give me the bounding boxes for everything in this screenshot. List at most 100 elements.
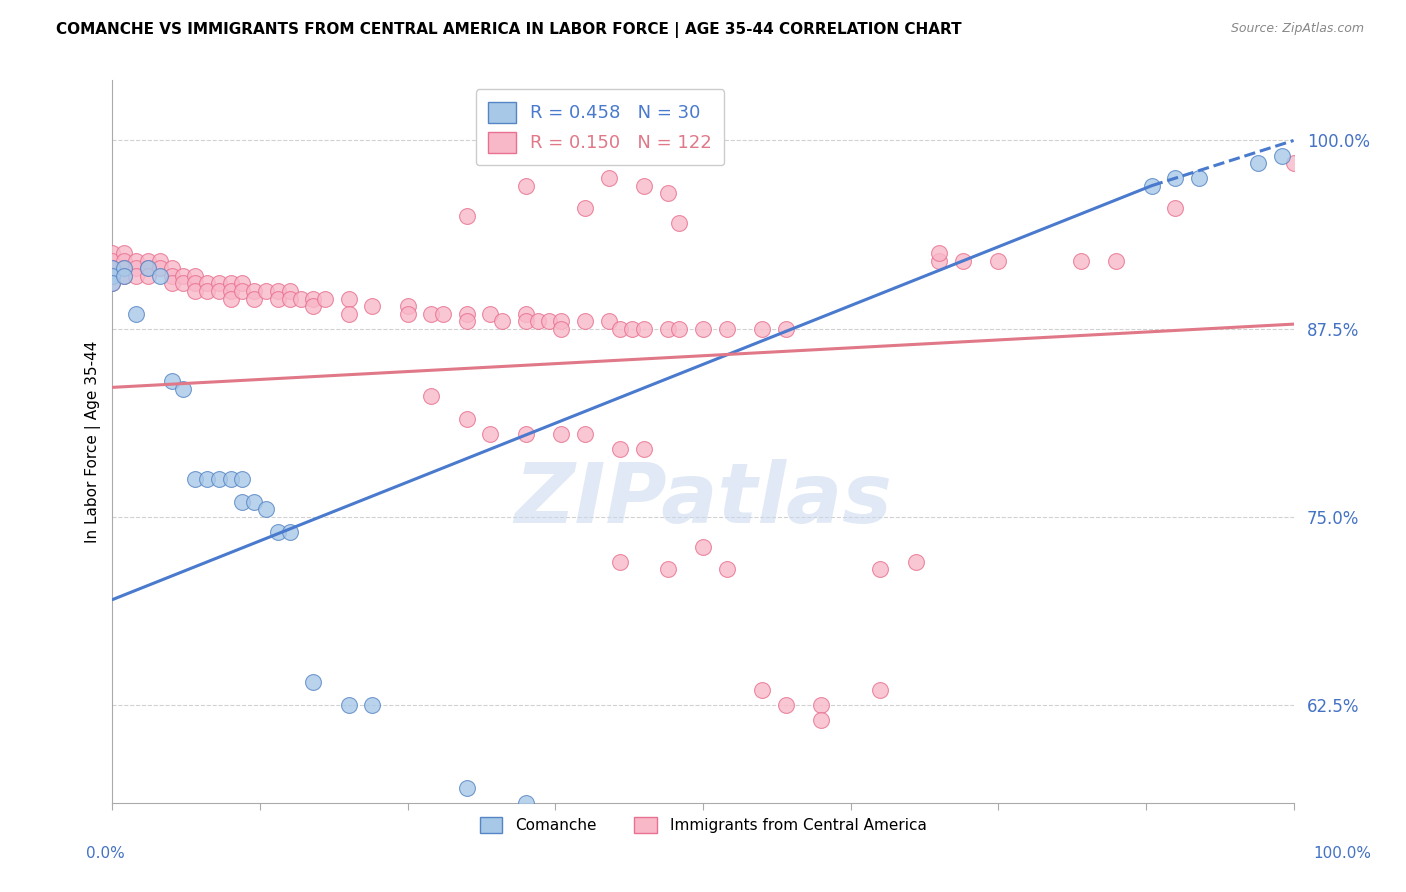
Point [160, 261, 183, 276]
Point [112, 261, 135, 276]
Point [1105, 253, 1128, 268]
Point [267, 284, 290, 298]
Point [810, 698, 832, 712]
Legend: Comanche, Immigrants from Central America: Comanche, Immigrants from Central Americ… [471, 808, 935, 842]
Point [160, 375, 183, 389]
Text: Source: ZipAtlas.com: Source: ZipAtlas.com [1230, 22, 1364, 36]
Point [337, 698, 360, 712]
Point [302, 292, 325, 306]
Point [219, 292, 242, 306]
Point [751, 321, 773, 335]
Point [243, 495, 266, 509]
Point [456, 209, 478, 223]
Point [136, 268, 159, 283]
Point [290, 292, 312, 306]
Point [1247, 156, 1270, 170]
Point [633, 442, 655, 456]
Point [337, 292, 360, 306]
Point [456, 412, 478, 426]
Point [302, 675, 325, 690]
Point [172, 268, 194, 283]
Point [657, 321, 679, 335]
Point [125, 307, 148, 321]
Point [869, 562, 891, 576]
Point [633, 321, 655, 335]
Point [254, 502, 277, 516]
Point [810, 713, 832, 727]
Point [692, 540, 714, 554]
Point [125, 261, 148, 276]
Point [172, 277, 194, 291]
Point [243, 292, 266, 306]
Point [101, 253, 124, 268]
Point [101, 268, 124, 283]
Point [160, 277, 183, 291]
Point [231, 284, 253, 298]
Point [396, 307, 419, 321]
Point [775, 321, 797, 335]
Point [254, 284, 277, 298]
Point [479, 307, 502, 321]
Point [609, 555, 631, 569]
Point [101, 268, 124, 283]
Point [396, 299, 419, 313]
Point [184, 472, 207, 486]
Point [1164, 171, 1187, 186]
Point [101, 277, 124, 291]
Point [928, 253, 950, 268]
Point [195, 472, 218, 486]
Point [633, 178, 655, 193]
Point [1188, 171, 1211, 186]
Point [668, 321, 690, 335]
Point [550, 321, 572, 335]
Point [278, 284, 301, 298]
Point [574, 427, 596, 442]
Point [195, 277, 218, 291]
Point [125, 253, 148, 268]
Point [987, 253, 1010, 268]
Text: COMANCHE VS IMMIGRANTS FROM CENTRAL AMERICA IN LABOR FORCE | AGE 35-44 CORRELATI: COMANCHE VS IMMIGRANTS FROM CENTRAL AMER… [56, 22, 962, 38]
Point [538, 314, 561, 328]
Point [716, 562, 738, 576]
Point [479, 427, 502, 442]
Text: 0.0%: 0.0% [86, 846, 125, 861]
Point [101, 261, 124, 276]
Point [751, 682, 773, 697]
Point [952, 253, 974, 268]
Point [267, 292, 290, 306]
Point [716, 321, 738, 335]
Point [928, 246, 950, 260]
Point [219, 284, 242, 298]
Point [314, 292, 336, 306]
Point [550, 427, 572, 442]
Point [160, 268, 183, 283]
Point [515, 427, 537, 442]
Point [112, 246, 135, 260]
Point [1282, 156, 1305, 170]
Point [112, 253, 135, 268]
Point [149, 261, 172, 276]
Point [219, 472, 242, 486]
Point [231, 472, 253, 486]
Point [243, 284, 266, 298]
Point [869, 682, 891, 697]
Point [515, 314, 537, 328]
Point [231, 495, 253, 509]
Point [657, 186, 679, 201]
Point [219, 277, 242, 291]
Point [101, 246, 124, 260]
Point [456, 780, 478, 795]
Point [136, 261, 159, 276]
Point [302, 299, 325, 313]
Point [136, 261, 159, 276]
Point [208, 284, 231, 298]
Point [692, 321, 714, 335]
Point [361, 299, 384, 313]
Point [112, 261, 135, 276]
Point [112, 268, 135, 283]
Point [184, 268, 207, 283]
Point [550, 314, 572, 328]
Point [456, 307, 478, 321]
Point [1070, 253, 1092, 268]
Point [526, 314, 548, 328]
